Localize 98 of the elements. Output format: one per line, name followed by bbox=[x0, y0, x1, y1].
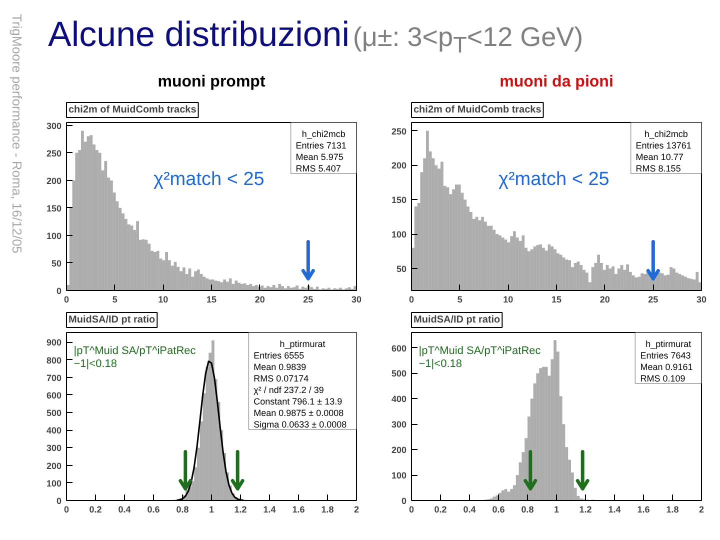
y-tick-label: 500 bbox=[391, 368, 407, 379]
x-tick-label: 25 bbox=[303, 294, 314, 304]
y-tick-label: 800 bbox=[46, 355, 62, 366]
y-tick-label: 0 bbox=[401, 496, 407, 506]
y-tick-label: 400 bbox=[46, 426, 62, 436]
x-tick-label: 20 bbox=[600, 294, 610, 304]
annotation: Sigma 0.0633 ± 0.0008 bbox=[254, 420, 347, 430]
x-tick-label: 20 bbox=[254, 294, 265, 304]
annotation: RMS 8.155 bbox=[636, 164, 681, 174]
y-tick-label: 300 bbox=[391, 420, 407, 430]
y-tick-label: 500 bbox=[46, 408, 62, 418]
chart-title: MuidSA/ID pt ratio bbox=[68, 314, 156, 326]
x-tick-label: 0.2 bbox=[434, 504, 447, 514]
x-tick-label: 10 bbox=[158, 294, 168, 304]
x-tick-label: 0.4 bbox=[118, 504, 131, 514]
x-tick-label: 0.8 bbox=[521, 504, 534, 514]
ref-line-label: |pT^Muid SA/pT^iPatRec −1|<0.18 bbox=[418, 344, 542, 370]
y-tick-label: 50 bbox=[51, 258, 62, 268]
annotation: h_ptirmurat bbox=[646, 339, 692, 349]
y-tick-label: 200 bbox=[46, 176, 62, 186]
text: (μ±: 3<p$_{T}$<12 GeV) bbox=[352, 22, 584, 58]
x-tick-label: 0.8 bbox=[176, 504, 189, 514]
x-tick-label: 30 bbox=[351, 294, 362, 304]
text: Alcune distribuzioni bbox=[48, 15, 350, 54]
y-tick-label: 400 bbox=[391, 394, 407, 404]
x-tick-label: 15 bbox=[551, 294, 562, 304]
y-tick-label: 250 bbox=[46, 148, 62, 158]
chart-subtitle: muoni da pioni bbox=[500, 74, 614, 90]
y-tick-label: 150 bbox=[391, 195, 407, 206]
annotation: Entries 7643 bbox=[640, 350, 691, 360]
x-tick-label: 5 bbox=[457, 294, 462, 304]
y-tick-label: 50 bbox=[396, 264, 407, 274]
annotation: h_chi2mcb bbox=[644, 129, 688, 139]
x-tick-label: 0.6 bbox=[147, 504, 160, 514]
annotation: RMS 0.07174 bbox=[254, 374, 309, 384]
y-tick-label: 600 bbox=[46, 390, 62, 400]
annotation: h_ptirmurat bbox=[280, 339, 326, 349]
x-tick-label: 1.2 bbox=[579, 504, 592, 514]
annotation: Mean 10.77 bbox=[636, 152, 684, 162]
x-tick-label: 0 bbox=[408, 294, 414, 304]
annotation: Entries 6555 bbox=[254, 350, 304, 360]
annotation: RMS 5.407 bbox=[296, 164, 341, 174]
y-tick-label: 0 bbox=[56, 496, 62, 506]
y-tick-label: 150 bbox=[46, 203, 62, 214]
y-tick-label: 300 bbox=[46, 120, 62, 131]
y-tick-label: 100 bbox=[391, 230, 407, 240]
x-tick-label: 1 bbox=[208, 504, 214, 514]
y-tick-label: 300 bbox=[46, 443, 62, 454]
annotation: Entries 13761 bbox=[636, 140, 692, 150]
x-tick-label: 1.8 bbox=[666, 504, 679, 514]
chart-title: chi2m of MuidComb tracks bbox=[414, 104, 542, 116]
y-tick-label: 200 bbox=[46, 460, 62, 471]
chart-subtitle: muoni prompt bbox=[158, 74, 266, 90]
chart-title: chi2m of MuidComb tracks bbox=[68, 104, 197, 116]
annotation: RMS 0.109 bbox=[640, 374, 686, 384]
annotation: Mean 5.975 bbox=[296, 152, 344, 162]
x-tick-label: 0.2 bbox=[89, 504, 102, 514]
x-tick-label: 1.6 bbox=[292, 504, 305, 514]
y-tick-label: 100 bbox=[46, 478, 62, 488]
x-tick-label: 0 bbox=[64, 294, 70, 304]
y-tick-label: 0 bbox=[56, 286, 62, 296]
annotation: χ² / ndf 237.2 / 39 bbox=[254, 385, 324, 395]
x-tick-label: 1.6 bbox=[637, 504, 650, 514]
x-tick-label: 2 bbox=[698, 504, 704, 514]
ref-line-label: χ²match < 25 bbox=[498, 169, 610, 190]
x-tick-label: 0 bbox=[408, 504, 414, 514]
annotation: h_chi2mcb bbox=[302, 129, 346, 139]
x-tick-label: 1.4 bbox=[608, 504, 621, 514]
y-tick-label: 900 bbox=[46, 338, 62, 348]
y-tick-label: 100 bbox=[46, 230, 62, 241]
ref-line-label: χ²match < 25 bbox=[154, 169, 264, 190]
x-tick-label: 1.4 bbox=[263, 504, 276, 514]
annotation: Mean 0.9161 bbox=[640, 362, 693, 372]
annotation: Mean 0.9875 ± 0.0008 bbox=[254, 408, 344, 418]
x-tick-label: 1.8 bbox=[321, 504, 334, 514]
y-tick-label: 700 bbox=[46, 372, 62, 383]
x-tick-label: 10 bbox=[503, 294, 514, 304]
annotation: Entries 7131 bbox=[296, 140, 346, 150]
x-tick-label: 25 bbox=[648, 294, 658, 304]
x-tick-label: 0 bbox=[64, 504, 70, 514]
y-tick-label: 250 bbox=[391, 126, 407, 136]
x-tick-label: 5 bbox=[112, 294, 118, 304]
x-tick-label: 30 bbox=[696, 294, 707, 304]
x-tick-label: 0.4 bbox=[463, 504, 476, 514]
y-tick-label: 200 bbox=[391, 445, 407, 456]
x-tick-label: 1.2 bbox=[234, 504, 247, 514]
y-tick-label: 600 bbox=[391, 343, 407, 354]
y-tick-label: 200 bbox=[391, 160, 407, 171]
ref-line-label: |pT^Muid SA/pT^iPatRec −1|<0.18 bbox=[74, 344, 196, 370]
x-tick-label: 1 bbox=[554, 504, 560, 514]
x-tick-label: 2 bbox=[354, 504, 360, 514]
text: TrigMoore performance - Roma, 16/12/05 bbox=[8, 13, 26, 254]
y-tick-label: 100 bbox=[391, 470, 407, 481]
annotation: Constant 796.1 ± 13.9 bbox=[254, 396, 342, 406]
chart-title: MuidSA/ID pt ratio bbox=[414, 314, 500, 326]
x-tick-label: 0.6 bbox=[492, 504, 505, 514]
annotation: Mean 0.9839 bbox=[254, 362, 306, 372]
x-tick-label: 15 bbox=[206, 294, 217, 304]
